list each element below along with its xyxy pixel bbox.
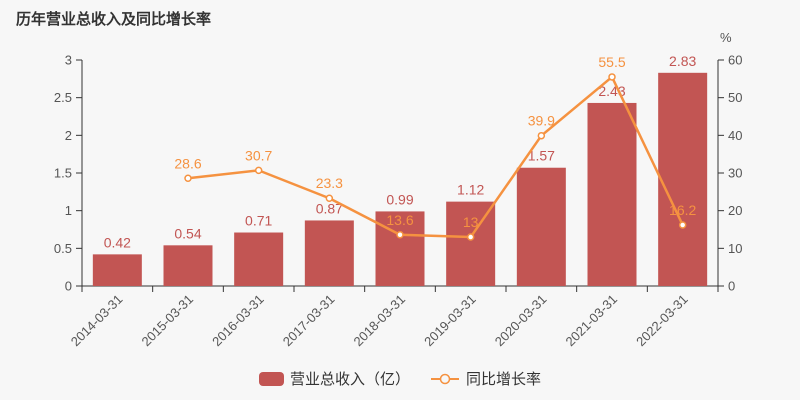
line-series-marker-icon [431, 373, 459, 384]
growth-line-point[interactable] [537, 131, 546, 140]
legend: 营业总收入（亿） 同比增长率 [0, 368, 800, 389]
line-value-label: 23.3 [316, 175, 343, 191]
x-axis-category-label: 2016-03-31 [209, 292, 267, 350]
bar-value-label: 2.43 [598, 83, 625, 99]
x-axis-category-label: 2018-03-31 [350, 292, 408, 350]
x-axis-category-label: 2021-03-31 [562, 292, 620, 350]
bar-series-swatch-icon [258, 371, 284, 386]
legend-label-revenue: 营业总收入（亿） [289, 371, 410, 388]
bar-value-label: 1.57 [528, 148, 555, 164]
left-axis-tick-label: 1 [65, 203, 72, 218]
x-axis-category-label: 2015-03-31 [138, 292, 196, 350]
growth-line [187, 75, 684, 239]
legend-item-revenue[interactable]: 营业总收入（亿） [258, 368, 410, 389]
right-axis-tick-label: 50 [728, 90, 742, 105]
bar-value-label: 1.12 [457, 182, 484, 198]
revenue-bar[interactable] [304, 220, 354, 286]
right-axis-unit-label: % [720, 30, 732, 45]
right-axis-tick-label: 10 [728, 241, 742, 256]
bar-value-label: 0.71 [245, 213, 272, 229]
revenue-bar[interactable] [375, 211, 425, 286]
growth-line-point[interactable] [678, 221, 687, 229]
x-axis-category-label: 2019-03-31 [421, 292, 479, 350]
revenue-bar[interactable] [234, 232, 284, 286]
legend-item-growth[interactable]: 同比增长率 [430, 368, 541, 389]
bar-value-label: 0.99 [386, 191, 413, 207]
line-value-label: 16.2 [669, 202, 696, 218]
line-value-label: 39.9 [528, 113, 555, 129]
bar-value-label: 2.83 [669, 53, 696, 69]
revenue-bar[interactable] [163, 245, 213, 286]
left-axis-tick-label: 2.5 [54, 90, 72, 105]
right-axis-tick-label: 60 [728, 53, 742, 68]
legend-label-growth: 同比增长率 [466, 371, 542, 388]
revenue-bar[interactable] [587, 102, 637, 286]
growth-line-point[interactable] [325, 194, 334, 202]
right-axis-tick-label: 40 [728, 128, 742, 143]
x-axis-category-label: 2017-03-31 [280, 292, 338, 350]
revenue-bar[interactable] [92, 254, 142, 286]
growth-line-point[interactable] [608, 73, 616, 81]
revenue-bar[interactable] [658, 72, 708, 286]
left-axis-tick-label: 3 [65, 53, 72, 68]
growth-line-point[interactable] [466, 233, 475, 241]
x-axis-category-label: 2020-03-31 [492, 292, 550, 350]
right-axis-tick-label: 20 [728, 203, 742, 218]
left-axis-tick-label: 0 [65, 279, 72, 294]
x-axis-category-label: 2014-03-31 [68, 292, 126, 350]
line-value-label: 13.6 [386, 212, 413, 228]
line-value-label: 55.5 [598, 54, 625, 70]
line-value-label: 13 [463, 214, 479, 230]
left-axis-tick-label: 2 [65, 128, 72, 143]
right-axis-tick-label: 30 [728, 166, 742, 181]
right-axis-tick-label: 0 [728, 279, 735, 294]
left-axis-tick-label: 1.5 [54, 166, 72, 181]
left-axis-tick-label: 0.5 [54, 241, 72, 256]
bar-value-label: 0.54 [174, 225, 201, 241]
bar-value-label: 0.42 [104, 234, 131, 250]
bar-value-label: 0.87 [316, 200, 343, 216]
growth-line-point[interactable] [184, 174, 192, 183]
revenue-bar[interactable] [516, 167, 566, 286]
growth-line-point[interactable] [254, 166, 263, 175]
chart-title: 历年营业总收入及同比增长率 [16, 11, 212, 28]
growth-line-point[interactable] [396, 231, 404, 239]
line-value-label: 28.6 [174, 155, 201, 171]
line-value-label: 30.7 [245, 147, 272, 163]
x-axis-category-label: 2022-03-31 [633, 292, 691, 350]
